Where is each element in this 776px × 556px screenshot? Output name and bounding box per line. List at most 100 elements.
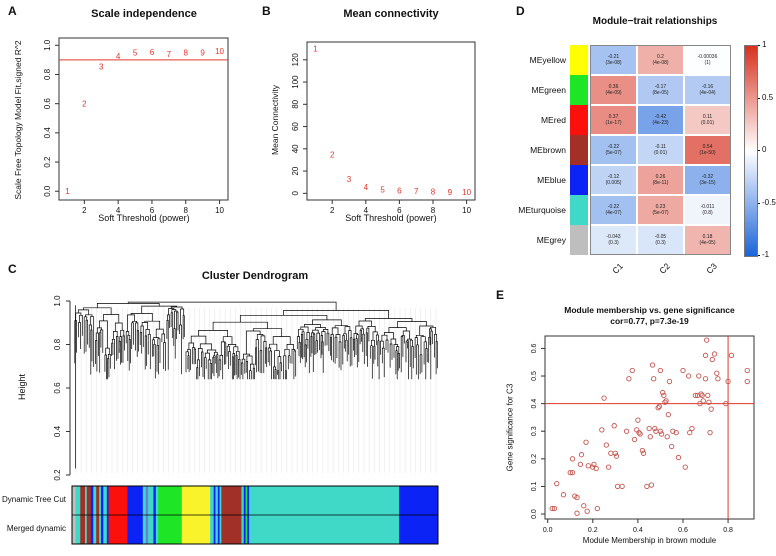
- plot-box: [58, 37, 229, 201]
- module-stripe: [241, 486, 245, 515]
- gene-point: [665, 412, 671, 418]
- panel-scale-independence: A Scale independence Soft Threshold (pow…: [0, 0, 260, 232]
- module-stripe: [100, 515, 104, 544]
- power-label: 7: [414, 187, 419, 196]
- cell-pvalue: (5e-07): [652, 210, 669, 216]
- power-label: 7: [167, 50, 172, 59]
- gene-point: [590, 464, 596, 470]
- colorbar-tick-label: 0.5: [762, 92, 774, 102]
- heatmap-cell: -0.00036 (1): [684, 45, 731, 75]
- module-stripe: [127, 515, 144, 544]
- x-tick-label: 0.0: [543, 527, 553, 534]
- gene-point: [619, 483, 625, 490]
- module-stripe: [80, 515, 86, 544]
- gene-point: [640, 450, 647, 456]
- gene-point: [639, 447, 646, 454]
- gene-point: [685, 373, 692, 379]
- y-tick-label: 0.2: [43, 156, 52, 168]
- module-trait-heatmap: MEyellow -0.21 (3e-08) 0.2 (4e-08) -0.00036 (1…: [510, 0, 776, 292]
- y-tick-label: 0.0: [43, 185, 52, 197]
- gene-point: [723, 400, 729, 407]
- module-row-label: MEblue: [537, 175, 566, 185]
- y-tick-label: 0.8: [43, 68, 52, 80]
- panel-b-title: Mean connectivity: [343, 8, 439, 20]
- trait-column-label: C2: [656, 261, 672, 276]
- module-color-swatch: [570, 195, 588, 225]
- cell-pvalue: (0.005): [605, 180, 622, 186]
- y-tick-label: 0.0: [531, 509, 538, 519]
- cell-correlation: -0.011: [700, 203, 715, 210]
- gene-point: [698, 391, 704, 397]
- gene-point: [612, 450, 618, 456]
- y-tick-label: 0: [291, 191, 300, 196]
- heatmap-cell: -0.32 (3e-15): [684, 165, 731, 195]
- cell-correlation: 0.37: [608, 113, 619, 120]
- cell-pvalue: (5e-07): [605, 150, 622, 156]
- power-label: 8: [431, 188, 436, 197]
- module-stripe: [243, 515, 246, 544]
- gene-point: [715, 376, 721, 382]
- heatmap-cell: -0.011 (0.8): [684, 195, 731, 225]
- power-label: 6: [150, 48, 155, 57]
- gene-point: [653, 428, 659, 434]
- gene-point: [728, 352, 735, 358]
- gene-point: [692, 392, 699, 398]
- module-row-label: MEyellow: [529, 55, 566, 65]
- panel-module-membership: E Module membership vs. gene significanc…: [490, 285, 776, 556]
- gene-point: [714, 370, 720, 376]
- gene-point: [567, 469, 573, 476]
- cell-pvalue: (4e-05): [699, 240, 716, 246]
- y-tick-label: 0.5: [531, 371, 538, 381]
- y-tick-label: 1.0: [53, 295, 62, 307]
- heatmap-cell: -0.11 (0.01): [637, 135, 684, 165]
- cluster-dendrogram-plot: 0.2 0.4 0.6 0.8 1.0: [53, 295, 439, 545]
- module-stripe: [75, 515, 81, 544]
- cell-correlation: -0.12: [607, 173, 620, 180]
- cell-pvalue: (1e-50): [699, 150, 716, 156]
- gene-point: [700, 398, 706, 404]
- module-stripe: [96, 515, 100, 544]
- module-stripe: [72, 486, 76, 515]
- cell-correlation: 0.11: [702, 113, 713, 120]
- cell-pvalue: (4e-04): [699, 90, 716, 96]
- colorbar-tick: [756, 255, 760, 256]
- cell-correlation: -0.043: [606, 233, 621, 240]
- power-label: 1: [65, 187, 70, 196]
- cell-correlation: 0.26: [655, 173, 666, 180]
- cell-pvalue: (4e-08): [652, 60, 669, 66]
- heatmap-colorbar: [744, 45, 758, 257]
- gene-point: [644, 483, 650, 490]
- cell-correlation: -0.42: [654, 113, 667, 120]
- gene-point: [591, 461, 597, 467]
- gene-point: [663, 398, 669, 404]
- module-stripe: [103, 515, 108, 544]
- cell-correlation: -0.05: [654, 233, 667, 240]
- cell-pvalue: (8e-11): [652, 180, 669, 186]
- heatmap-cell: -0.16 (4e-04): [684, 75, 731, 105]
- module-color-swatch: [570, 135, 588, 165]
- heatmap-cell: 0.36 (4e-09): [590, 75, 637, 105]
- module-stripe: [181, 486, 211, 515]
- gene-point: [599, 427, 605, 433]
- heatmap-cell: 0.23 (5e-07): [637, 195, 684, 225]
- panel-d-title: Module−trait relationships: [592, 16, 718, 27]
- gene-point: [549, 505, 555, 512]
- gene-point: [744, 367, 750, 374]
- gene-point: [551, 505, 558, 512]
- gene-point: [605, 464, 612, 470]
- module-stripe: [145, 486, 149, 515]
- module-stripe: [72, 515, 76, 544]
- module-stripe: [221, 486, 242, 515]
- gene-point: [657, 367, 664, 374]
- power-label: 1: [313, 45, 318, 54]
- module-stripe: [86, 486, 92, 515]
- power-label: 9: [448, 188, 453, 197]
- cell-correlation: -0.11: [654, 143, 667, 150]
- colorbar-tick: [756, 150, 760, 151]
- x-tick-label: 10: [215, 206, 224, 215]
- gene-point: [636, 429, 642, 436]
- gene-point: [635, 417, 641, 423]
- module-stripe: [219, 486, 222, 515]
- heatmap-cell: 0.11 (0.01): [684, 105, 731, 135]
